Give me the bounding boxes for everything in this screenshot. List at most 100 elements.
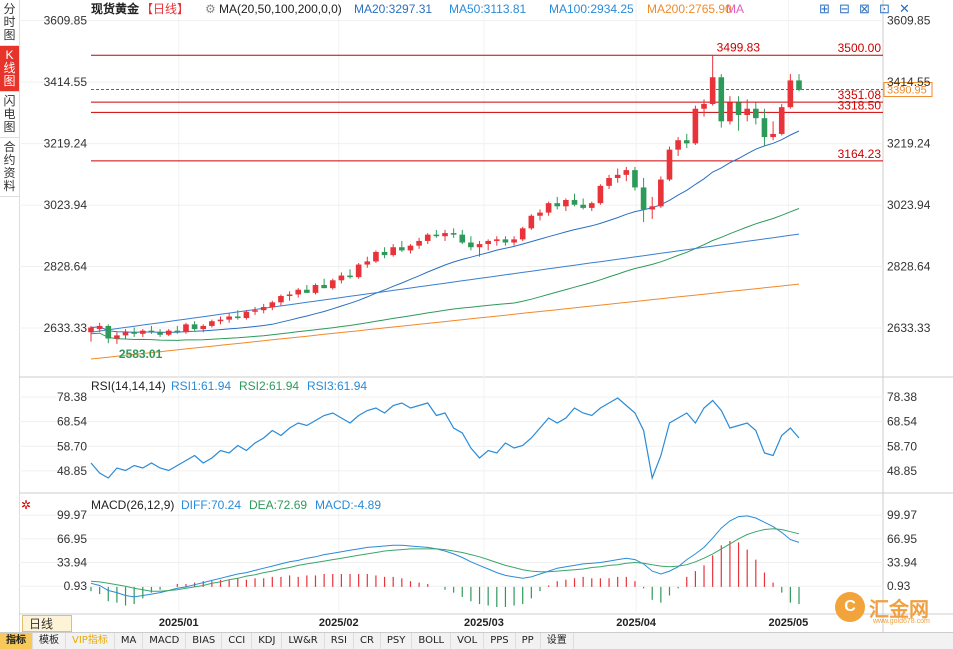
- candle-body: [286, 294, 293, 297]
- candle-body: [278, 296, 284, 303]
- settings-icon: ⚙: [205, 2, 216, 16]
- time-label: 2025/02: [319, 617, 359, 629]
- ma50-line: [90, 208, 800, 341]
- toolbar-item[interactable]: MACD: [143, 633, 187, 649]
- price-tick-left: 2633.33: [44, 321, 88, 335]
- toolbar-item[interactable]: PSY: [381, 633, 413, 649]
- period-button[interactable]: 日线: [22, 615, 72, 632]
- candle-body: [312, 285, 319, 293]
- time-label: 2025/05: [768, 617, 808, 629]
- candle-body: [252, 310, 258, 312]
- time-label: 2025/01: [159, 617, 199, 629]
- toolbar-item[interactable]: 设置: [541, 633, 574, 649]
- candle-body: [329, 280, 336, 289]
- toolbar-item[interactable]: CR: [354, 633, 381, 649]
- rsi-tick-right: 78.38: [887, 390, 917, 404]
- ma20-line: [90, 130, 800, 333]
- macd-tick-right: 99.97: [887, 508, 917, 522]
- toolbar-item[interactable]: PP: [516, 633, 541, 649]
- candle-body: [493, 239, 500, 241]
- candle-body: [347, 275, 353, 278]
- toolbar-item[interactable]: BOLL: [412, 633, 452, 649]
- candle-body: [226, 316, 232, 320]
- macd-tick-left: 66.95: [57, 532, 87, 546]
- price-tick-right: 3023.94: [887, 198, 931, 212]
- rsi2-value: RSI2:61.94: [239, 379, 299, 393]
- candle-body: [122, 332, 129, 336]
- toolbar-item[interactable]: VIP指标: [66, 633, 115, 649]
- dea-line: [90, 528, 800, 592]
- candle-body: [623, 170, 630, 175]
- candle-body: [718, 77, 725, 122]
- candle-body: [796, 80, 802, 90]
- chart-control-icon[interactable]: ⊞: [819, 1, 830, 16]
- macd-tick-left: 0.93: [64, 579, 88, 593]
- candle-body: [727, 102, 733, 122]
- candle-body: [701, 104, 707, 109]
- candle-body: [528, 215, 535, 229]
- rsi-line: [90, 397, 800, 481]
- candle-body: [649, 206, 656, 210]
- macd-label: MACD(26,12,9): [91, 498, 174, 512]
- candle-body: [407, 245, 414, 251]
- chart-control-icon[interactable]: ⊠: [859, 1, 870, 16]
- toolbar-item[interactable]: MA: [115, 633, 144, 649]
- candle-body: [519, 228, 526, 240]
- rsi-tick-left: 78.38: [57, 390, 87, 404]
- tab-timeshare[interactable]: 分时图: [0, 0, 19, 46]
- ma-label: MA(20,50,100,200,0,0): [219, 2, 342, 16]
- tab-contract-info[interactable]: 合约资料: [0, 138, 19, 197]
- macd-tick-right: 33.94: [887, 556, 917, 570]
- toolbar-item[interactable]: CCI: [222, 633, 253, 649]
- sidebar-tabs: 分时图 K线图 闪电图 合约资料: [0, 0, 20, 632]
- candle-body: [511, 239, 517, 243]
- period-label: 【日线】: [141, 2, 189, 16]
- candle-body: [666, 149, 673, 180]
- candle-body: [381, 251, 388, 256]
- candle-body: [269, 302, 276, 308]
- tab-flash[interactable]: 闪电图: [0, 92, 19, 138]
- dea-value: DEA:72.69: [249, 498, 307, 512]
- price-tick-left: 2828.64: [44, 260, 88, 274]
- macd-tick-left: 99.97: [57, 508, 87, 522]
- toolbar-item[interactable]: LW&R: [282, 633, 325, 649]
- chart-control-icon[interactable]: ⊡: [879, 1, 890, 16]
- candle-body: [243, 311, 250, 319]
- toolbar-item[interactable]: RSI: [325, 633, 354, 649]
- candle-body: [88, 327, 94, 333]
- toolbar-item[interactable]: VOL: [451, 633, 485, 649]
- current-price-label: 3390.95: [887, 85, 927, 97]
- logo-url: www.gold678.com: [873, 618, 930, 625]
- toolbar-item[interactable]: 模板: [33, 633, 66, 649]
- candle-body: [373, 251, 379, 262]
- price-tick-right: 3414.55: [887, 75, 931, 89]
- rsi1-value: RSI1:61.94: [171, 379, 231, 393]
- toolbar-item[interactable]: 指标: [0, 633, 33, 649]
- candle-body: [476, 244, 483, 248]
- toolbar-item[interactable]: KDJ: [252, 633, 283, 649]
- rsi3-value: RSI3:61.94: [307, 379, 367, 393]
- chart-control-icon[interactable]: ✕: [899, 1, 910, 16]
- candle-body: [554, 203, 561, 207]
- level-label: 3500.00: [838, 41, 882, 55]
- price-tick-right: 3609.85: [887, 14, 931, 28]
- candle-body: [148, 330, 155, 333]
- toolbar-item[interactable]: BIAS: [186, 633, 223, 649]
- price-tick-right: 2828.64: [887, 260, 931, 274]
- candle-body: [778, 107, 785, 134]
- candle-body: [295, 289, 302, 295]
- ma200-value: MA200:2765.90: [647, 2, 732, 16]
- ma200-line: [90, 283, 800, 360]
- rsi-tick-right: 48.85: [887, 464, 917, 478]
- candle-body: [234, 316, 241, 319]
- chart-control-icon[interactable]: ⊟: [839, 1, 850, 16]
- toolbar-item[interactable]: PPS: [484, 633, 516, 649]
- candle-body: [571, 200, 578, 205]
- candle-body: [537, 212, 543, 216]
- tab-kline[interactable]: K线图: [0, 46, 19, 92]
- price-tick-left: 3609.85: [44, 14, 88, 28]
- candle-body: [761, 118, 768, 138]
- candle-body: [321, 285, 327, 289]
- rsi-tick-left: 48.85: [57, 464, 87, 478]
